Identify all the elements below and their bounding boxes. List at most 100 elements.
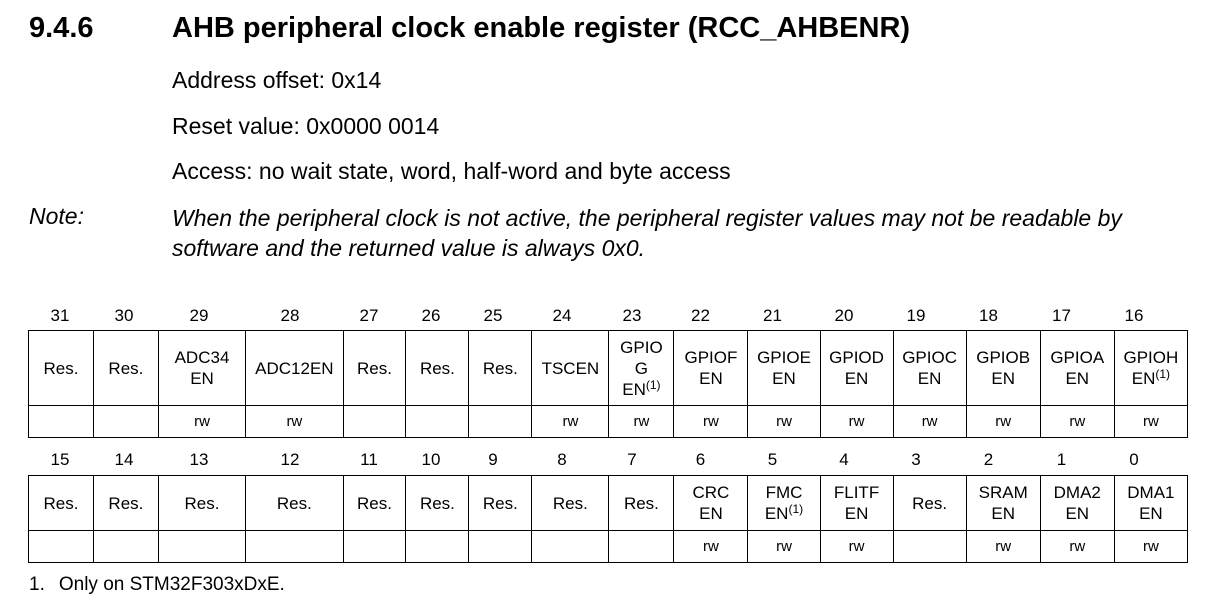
access-cell xyxy=(405,405,470,438)
bit-number: 5 xyxy=(767,450,778,469)
field-name: Res. xyxy=(108,358,144,378)
field-cell: Res. xyxy=(531,475,610,531)
bit-number: 31 xyxy=(50,306,70,325)
field-cell: DMA1 EN xyxy=(1113,475,1189,531)
bit-number: 0 xyxy=(1129,450,1139,469)
field-name: Res. xyxy=(912,493,948,513)
field-cell: Res. xyxy=(342,475,407,531)
field-cell: ADC12EN xyxy=(245,330,344,406)
access-cell xyxy=(342,405,407,438)
footnote-ref: (1) xyxy=(788,502,804,516)
access-cell xyxy=(28,530,94,563)
section-title: AHB peripheral clock enable register (RC… xyxy=(172,12,911,44)
field-name: Res. xyxy=(43,358,79,378)
bit-number: 14 xyxy=(114,450,134,469)
access-cell: rw xyxy=(1039,405,1115,438)
field-cell: Res. xyxy=(92,475,159,531)
field-name: Res. xyxy=(623,493,659,513)
bit-number: 29 xyxy=(189,306,209,325)
field-cell: CRC EN xyxy=(673,475,749,531)
field-names-row: Res. Res. Res. Res. Res. Res. Res. Res. Res. CRC … xyxy=(28,475,1189,531)
bit-number: 2 xyxy=(983,450,994,469)
field-cell: GPIOF EN xyxy=(673,330,749,406)
field-cell: Res. xyxy=(245,475,344,531)
bit-number: 25 xyxy=(483,306,503,325)
access-cell: rw xyxy=(157,405,247,438)
field-cell: GPIOD EN xyxy=(819,330,894,406)
field-cell: Res. xyxy=(28,330,94,406)
field-cell: TSCEN xyxy=(531,330,610,406)
field-cell: ADC34 EN xyxy=(157,330,247,406)
field-name: Res. xyxy=(276,493,312,513)
address-offset: Address offset: 0x14 xyxy=(172,67,382,93)
access-cell: rw xyxy=(1113,405,1189,438)
register-table-low: Res. Res. Res. Res. Res. Res. Res. Res. Res. CRC … xyxy=(28,475,1189,563)
field-name: Res. xyxy=(419,358,455,378)
access-cell xyxy=(157,530,247,563)
field-cell: FMC EN(1) xyxy=(747,475,821,531)
access-cell: rw xyxy=(245,405,344,438)
access-cell: rw xyxy=(1039,530,1115,563)
access-cell: rw xyxy=(608,405,675,438)
bit-number: 17 xyxy=(1052,306,1071,325)
field-name: Res. xyxy=(108,493,144,513)
footnote-text: Only on STM32F303xDxE. xyxy=(58,574,285,595)
bit-number: 9 xyxy=(488,450,498,469)
field-name: Res. xyxy=(43,493,79,513)
access-cell: rw xyxy=(965,530,1041,563)
bit-number: 30 xyxy=(114,306,134,325)
field-name: GPIOC EN xyxy=(902,348,957,388)
bit-number: 15 xyxy=(50,450,70,469)
bit-number: 8 xyxy=(557,450,567,469)
bit-number: 4 xyxy=(839,450,849,469)
access-cell xyxy=(531,530,610,563)
field-cell: Res. xyxy=(342,330,407,406)
access-cell xyxy=(342,530,407,563)
field-cell: Res. xyxy=(92,330,159,406)
footnote-ref: (1) xyxy=(645,377,661,392)
access-cell: rw xyxy=(965,405,1041,438)
field-name: GPIOD EN xyxy=(829,348,884,388)
bit-number: 10 xyxy=(421,450,441,469)
bit-number: 26 xyxy=(421,306,441,325)
field-cell: GPIOA EN xyxy=(1039,330,1115,406)
access-cell: rw xyxy=(673,405,749,438)
access-cell xyxy=(245,530,344,563)
bit-number: 7 xyxy=(627,450,637,469)
field-cell: FLITF EN xyxy=(819,475,894,531)
bit-number: 28 xyxy=(280,306,300,325)
field-name: Res. xyxy=(552,493,588,513)
field-name: GPIOB EN xyxy=(976,348,1031,388)
bit-number: 27 xyxy=(359,306,379,325)
bit-number: 1 xyxy=(1056,450,1067,469)
field-name: TSCEN xyxy=(541,358,600,378)
bit-number: 21 xyxy=(763,306,782,325)
field-cell: GPIOE EN xyxy=(747,330,821,406)
footnote: 1. Only on STM32F303xDxE. xyxy=(29,574,285,596)
access-cell xyxy=(468,405,533,438)
bit-number: 6 xyxy=(695,450,706,469)
field-name: CRC EN xyxy=(692,483,730,523)
access-cell xyxy=(28,405,94,438)
field-cell: Res. xyxy=(157,475,247,531)
field-cell: Res. xyxy=(608,475,675,531)
access-cell: rw xyxy=(819,530,894,563)
field-name: DMA2 EN xyxy=(1053,483,1101,523)
field-cell: GPIOC EN xyxy=(892,330,967,406)
note-text: When the peripheral clock is not active,… xyxy=(172,205,1122,261)
bit-number: 24 xyxy=(552,306,572,325)
field-cell: GPIO G EN(1) xyxy=(608,330,675,406)
access-row: rw rw rw rw rw rw rw rw rw rw rw xyxy=(28,405,1189,438)
field-name: GPIOA EN xyxy=(1050,348,1105,388)
bit-number: 16 xyxy=(1124,306,1144,325)
field-name: Res. xyxy=(184,493,220,513)
access-cell: rw xyxy=(1113,530,1189,563)
field-cell: GPIOB EN xyxy=(965,330,1041,406)
field-name: Res. xyxy=(482,358,518,378)
access-cell: rw xyxy=(747,405,821,438)
register-table-high: Res. Res. ADC34 EN ADC12EN Res. Res. Res. TSCEN… xyxy=(28,330,1189,438)
field-name: Res. xyxy=(357,358,392,378)
bit-number: 13 xyxy=(189,450,209,469)
bit-number: 12 xyxy=(280,450,300,469)
field-name: GPIO G EN(1) xyxy=(620,337,663,399)
